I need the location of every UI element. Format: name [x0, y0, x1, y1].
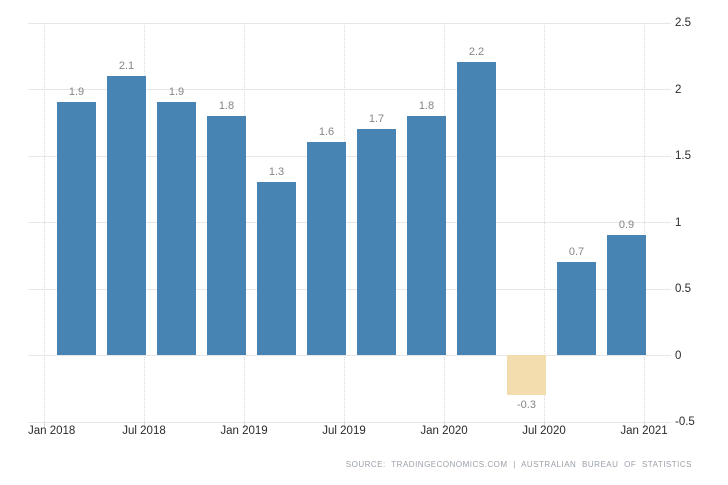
- bar-value-label: 1.9: [68, 86, 85, 99]
- bar-value-label: 1.3: [268, 166, 285, 179]
- chart-bar-q4-2020[interactable]: [607, 235, 646, 355]
- x-axis-tick-mark: [144, 421, 145, 428]
- chart-bar-q3-2020[interactable]: [557, 261, 596, 355]
- bar-value-label: -0.3: [517, 398, 536, 411]
- bar-value-label: 1.8: [418, 99, 435, 112]
- gridline-horizontal: [28, 89, 671, 90]
- y-axis-tick-label: -0.5: [675, 416, 695, 428]
- bar-value-label: 2.1: [118, 59, 135, 72]
- x-axis-tick-mark: [444, 421, 445, 428]
- y-axis-tick-label: 1.5: [675, 150, 691, 162]
- y-axis-tick-label: 2: [675, 83, 682, 96]
- gridline-horizontal: [28, 421, 671, 423]
- gridline-horizontal: [28, 22, 671, 24]
- x-axis-tick-label: Jul 2018: [122, 424, 166, 437]
- gridline-vertical: [544, 22, 545, 422]
- chart-bar-q2-2018[interactable]: [107, 75, 146, 355]
- gridline-horizontal: [28, 288, 671, 290]
- x-axis-tick-mark: [244, 421, 245, 428]
- source-attribution: SOURCE: TRADINGECONOMICS.COM | AUSTRALIA…: [345, 460, 692, 469]
- gridline-horizontal: [28, 155, 671, 157]
- chart-bar-q3-2018[interactable]: [157, 102, 196, 355]
- y-axis-tick-label: 0: [675, 349, 682, 362]
- x-axis-tick-mark: [644, 421, 645, 428]
- chart-bar-q1-2018[interactable]: [57, 102, 96, 355]
- x-axis-tick-label: Jul 2020: [522, 424, 566, 437]
- y-axis-tick-label: 0.5: [675, 283, 691, 295]
- y-axis-tick-label: 1: [675, 216, 682, 229]
- bar-value-label: 1.6: [318, 126, 335, 139]
- bar-value-label: 1.7: [368, 112, 385, 125]
- gridline-vertical: [644, 22, 645, 422]
- bar-value-label: 1.8: [218, 99, 235, 112]
- x-axis-tick-label: Jul 2019: [322, 424, 366, 437]
- gridline-horizontal: [28, 222, 671, 223]
- x-axis-tick-mark: [44, 421, 45, 428]
- chart-bar-q1-2019[interactable]: [257, 182, 296, 355]
- chart-bar-q2-2019[interactable]: [307, 142, 346, 355]
- x-axis-tick-mark: [344, 421, 345, 428]
- bar-value-label: 0.7: [568, 245, 585, 258]
- chart-bar-q2-2020[interactable]: [507, 355, 546, 395]
- x-axis-tick-label: Jan 2019: [220, 424, 268, 437]
- y-axis-tick-label: 2.5: [675, 17, 691, 29]
- bar-value-label: 0.9: [618, 219, 635, 232]
- x-axis-tick-mark: [544, 421, 545, 428]
- chart-bar-q3-2019[interactable]: [357, 128, 396, 355]
- chart-bar-q4-2018[interactable]: [207, 115, 246, 355]
- x-axis-tick-label: Jan 2021: [620, 424, 668, 437]
- gridline-horizontal: [28, 355, 671, 356]
- chart-bar-q1-2020[interactable]: [457, 62, 496, 355]
- bar-value-label: 2.2: [468, 46, 485, 59]
- gridline-vertical: [44, 22, 45, 422]
- chart-bar-q4-2019[interactable]: [407, 115, 446, 355]
- x-axis-tick-label: Jan 2020: [420, 424, 468, 437]
- x-axis-tick-label: Jan 2018: [28, 424, 76, 437]
- bar-value-label: 1.9: [168, 86, 185, 99]
